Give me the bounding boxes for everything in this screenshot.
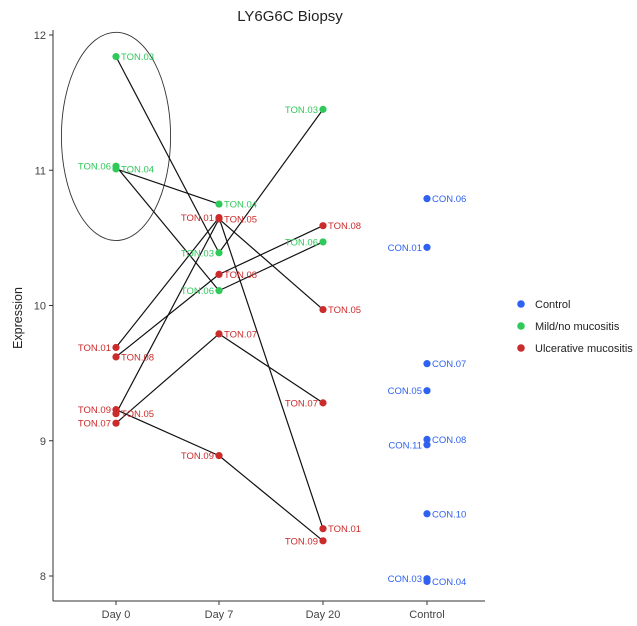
y-tick-label: 10 (34, 301, 46, 313)
data-point (112, 53, 120, 61)
data-point (112, 410, 120, 418)
point-label: TON.07 (285, 398, 318, 409)
point-label: TON.06 (78, 162, 111, 173)
y-axis-label: Expression (11, 287, 25, 349)
data-point (423, 243, 431, 251)
data-point (215, 287, 223, 295)
point-label: TON.06 (181, 286, 214, 297)
point-label: TON.03 (181, 248, 214, 259)
series-line-segment (218, 241, 324, 292)
data-point (215, 215, 223, 223)
point-label: TON.07 (224, 329, 257, 340)
point-label: TON.01 (181, 213, 214, 224)
series-line-segment (115, 333, 220, 424)
legend-label: Ulcerative mucositis (535, 343, 633, 355)
data-point (319, 537, 327, 545)
legend-swatch (517, 322, 525, 330)
x-tick-label: Day 7 (205, 609, 234, 621)
y-tick-label: 11 (35, 165, 46, 177)
series-line-segment (115, 165, 220, 292)
legend-label: Control (535, 299, 570, 311)
data-point (215, 200, 223, 208)
point-label: TON.04 (224, 200, 257, 211)
y-tick-label: 9 (40, 436, 46, 448)
legend-swatch (517, 300, 525, 308)
highlight-ellipse (60, 31, 172, 242)
point-label: TON.01 (328, 524, 361, 535)
series-line-segment (218, 333, 324, 404)
series-line-segment (115, 56, 220, 254)
series-line-segment (115, 218, 220, 414)
point-label: TON.05 (328, 305, 361, 316)
data-point (112, 165, 120, 173)
data-point (423, 387, 431, 395)
point-label: TON.03 (285, 105, 318, 116)
series-line-segment (218, 455, 324, 542)
point-label: CON.01 (388, 243, 422, 254)
point-label: TON.05 (121, 409, 154, 420)
data-point (423, 577, 431, 586)
data-point (112, 353, 120, 361)
series-line-segment (115, 168, 220, 205)
series-line-segment (218, 225, 324, 275)
point-label: CON.07 (432, 359, 466, 370)
data-point (112, 343, 120, 352)
point-label: CON.08 (432, 435, 466, 446)
data-point (319, 222, 327, 230)
series-line-segment (115, 217, 220, 348)
data-point (423, 441, 431, 449)
point-label: TON.08 (121, 352, 154, 363)
data-point (319, 399, 327, 407)
x-tick-label: Day 0 (102, 609, 131, 621)
data-point (319, 105, 327, 113)
y-tick-label: 8 (40, 571, 46, 583)
point-label: CON.05 (388, 386, 422, 397)
data-point (423, 360, 431, 368)
point-label: TON.09 (78, 405, 111, 416)
point-label: TON.06 (285, 237, 318, 248)
data-point (319, 238, 327, 246)
point-label: CON.04 (432, 577, 466, 588)
series-line-segment (218, 217, 324, 529)
data-point (319, 305, 327, 314)
point-label: CON.06 (432, 194, 466, 205)
point-label: TON.07 (78, 419, 111, 430)
chart-title: LY6G6C Biopsy (237, 8, 343, 25)
data-point (215, 249, 223, 257)
legend: Control Mild/no mucositis Ulcerative mucos… (517, 299, 633, 355)
point-label: TON.04 (121, 164, 154, 175)
y-tick-label: 12 (34, 30, 46, 42)
point-label: TON.08 (224, 270, 257, 281)
point-label: TON.08 (328, 221, 361, 232)
x-tick-label: Control (409, 609, 444, 621)
point-label: CON.03 (388, 574, 422, 585)
data-point (215, 330, 223, 338)
x-tick-label: Day 20 (306, 609, 341, 621)
legend-swatch (517, 344, 525, 352)
point-label: TON.09 (181, 451, 214, 462)
point-label: CON.11 (388, 440, 422, 451)
point-label: TON.01 (78, 343, 111, 354)
data-point (423, 435, 431, 443)
legend-label: Mild/no mucositis (535, 321, 620, 333)
point-label: TON.05 (224, 214, 257, 225)
data-point (423, 195, 431, 203)
series-line-segment (218, 109, 324, 254)
point-label: CON.10 (432, 509, 466, 520)
data-point (112, 419, 120, 427)
data-point (319, 525, 327, 533)
point-label: TON.03 (121, 52, 154, 63)
series-line-segment (218, 218, 324, 311)
data-point (215, 452, 223, 460)
point-label: TON.09 (285, 536, 318, 547)
series-line-segment (115, 409, 220, 457)
data-point (215, 270, 223, 278)
data-point (423, 510, 431, 518)
